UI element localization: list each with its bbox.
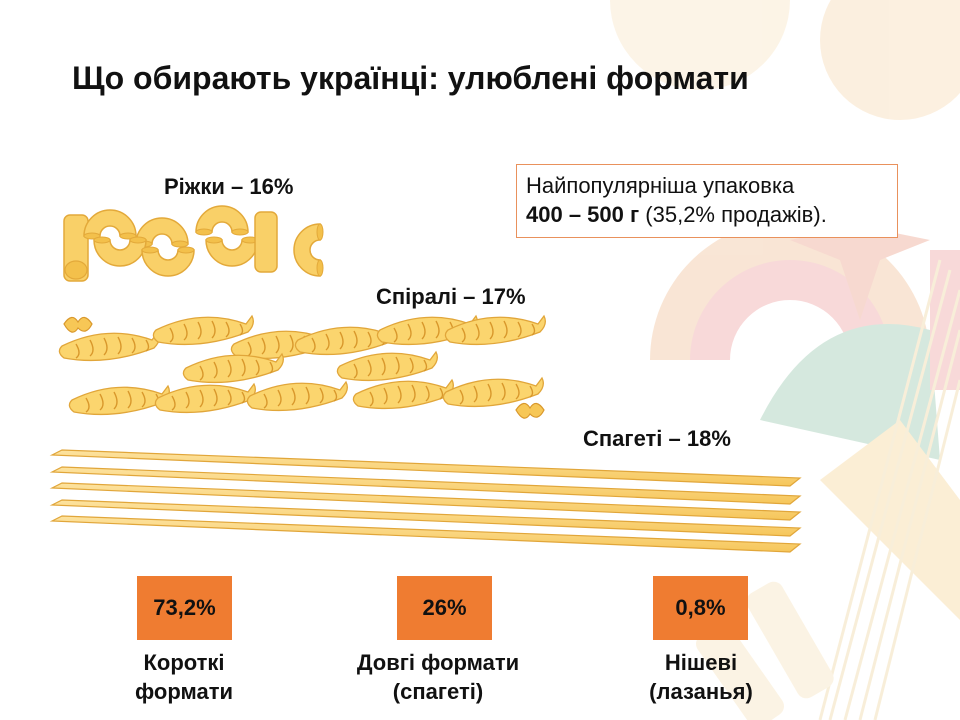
packaging-line-1: Найпопулярніша упаковка <box>526 173 795 198</box>
packaging-info-box: Найпопулярніша упаковка 400 – 500 г (35,… <box>516 164 898 238</box>
fusilli-spiral-icon <box>58 315 547 416</box>
packaging-weight: 400 – 500 г <box>526 202 640 227</box>
decor-shapes <box>610 0 960 720</box>
caption-short-line-2: формати <box>134 679 234 704</box>
badge-niche-formats: 0,8% <box>653 576 748 640</box>
badge-short-formats: 73,2% <box>137 576 232 640</box>
caption-niche-line-1: Нішеві <box>664 650 738 675</box>
label-spirali: Спіралі – 17% <box>376 284 526 309</box>
label-rizhky: Ріжки – 16% <box>164 174 294 199</box>
caption-niche-line-2: (лазанья) <box>649 679 753 704</box>
packaging-share: (35,2% продажів). <box>645 202 827 227</box>
spaghetti-strand-icon <box>49 449 802 553</box>
caption-short-formats: Короткі формати <box>94 648 274 706</box>
badge-long-formats: 26% <box>397 576 492 640</box>
caption-niche-formats: Нішеві (лазанья) <box>606 648 796 706</box>
caption-long-line-2: (спагеті) <box>392 679 484 704</box>
caption-long-line-1: Довгі формати <box>356 650 520 675</box>
caption-long-formats: Довгі формати (спагеті) <box>338 648 538 706</box>
caption-short-line-1: Короткі <box>143 650 225 675</box>
page-title: Що обирають українці: улюблені формати <box>72 60 749 96</box>
packaging-line-2: 400 – 500 г (35,2% продажів). <box>526 200 888 229</box>
elbow-macaroni-icon <box>63 205 324 282</box>
label-spaghetti: Спагеті – 18% <box>583 426 731 451</box>
